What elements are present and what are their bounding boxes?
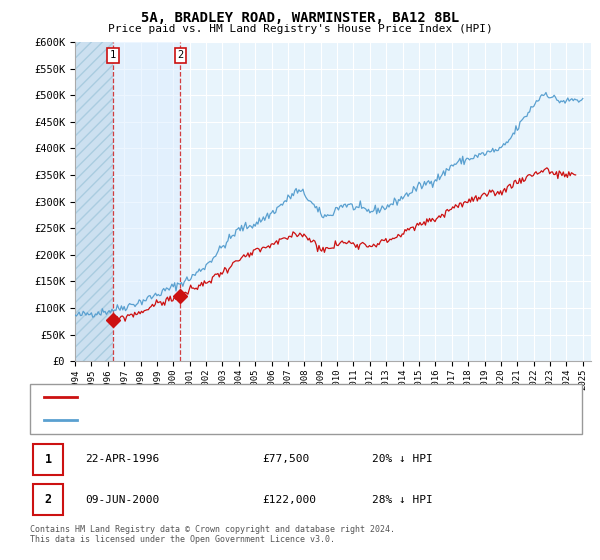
Text: Price paid vs. HM Land Registry's House Price Index (HPI): Price paid vs. HM Land Registry's House … bbox=[107, 24, 493, 34]
FancyBboxPatch shape bbox=[33, 444, 63, 474]
Text: £122,000: £122,000 bbox=[262, 494, 316, 505]
Text: 20% ↓ HPI: 20% ↓ HPI bbox=[372, 454, 433, 464]
Text: 1: 1 bbox=[44, 452, 52, 465]
FancyBboxPatch shape bbox=[33, 484, 63, 515]
Bar bbox=[113, 42, 181, 361]
Text: 1: 1 bbox=[110, 50, 116, 60]
Bar bbox=[75, 42, 113, 361]
Text: HPI: Average price, detached house, Wiltshire: HPI: Average price, detached house, Wilt… bbox=[85, 416, 350, 426]
FancyBboxPatch shape bbox=[30, 384, 582, 434]
Text: 5A, BRADLEY ROAD, WARMINSTER, BA12 8BL: 5A, BRADLEY ROAD, WARMINSTER, BA12 8BL bbox=[141, 11, 459, 25]
Text: 2: 2 bbox=[44, 493, 52, 506]
Text: 28% ↓ HPI: 28% ↓ HPI bbox=[372, 494, 433, 505]
Text: 2: 2 bbox=[178, 50, 184, 60]
Text: 09-JUN-2000: 09-JUN-2000 bbox=[85, 494, 160, 505]
Text: £77,500: £77,500 bbox=[262, 454, 309, 464]
Text: Contains HM Land Registry data © Crown copyright and database right 2024.
This d: Contains HM Land Registry data © Crown c… bbox=[30, 525, 395, 544]
Text: 22-APR-1996: 22-APR-1996 bbox=[85, 454, 160, 464]
Text: 5A, BRADLEY ROAD, WARMINSTER, BA12 8BL (detached house): 5A, BRADLEY ROAD, WARMINSTER, BA12 8BL (… bbox=[85, 392, 409, 402]
